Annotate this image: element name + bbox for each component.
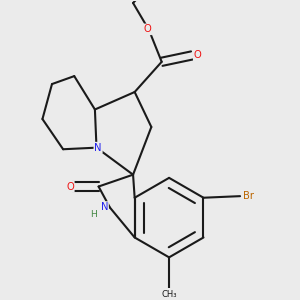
Text: O: O bbox=[66, 182, 74, 191]
Text: O: O bbox=[143, 24, 151, 34]
Text: H: H bbox=[90, 210, 97, 219]
Text: CH₃: CH₃ bbox=[161, 290, 177, 299]
Text: N: N bbox=[100, 202, 108, 212]
Text: N: N bbox=[94, 143, 102, 153]
Text: O: O bbox=[194, 50, 202, 60]
Text: Br: Br bbox=[242, 191, 253, 201]
